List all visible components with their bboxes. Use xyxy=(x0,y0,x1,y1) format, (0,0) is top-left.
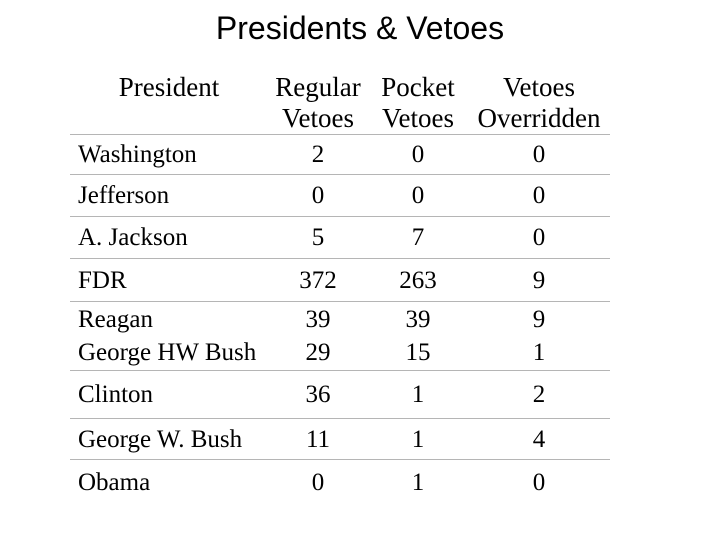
cell-vetoes-overridden: 0 xyxy=(532,141,546,168)
table-header: President Regular Vetoes Pocket Vetoes V… xyxy=(70,70,610,135)
cell-president: Washington xyxy=(78,141,197,168)
cell-regular-vetoes: 0 xyxy=(311,182,325,209)
cell-regular-vetoes: 0 xyxy=(311,468,325,496)
cell-regular-vetoes: 39 29 xyxy=(305,306,331,366)
cell-president: Jefferson xyxy=(78,182,170,209)
column-header-pocket-vetoes: Pocket Vetoes xyxy=(381,72,455,133)
cell-pocket-vetoes: 1 xyxy=(411,381,425,408)
cell-pocket-vetoes: 263 xyxy=(399,266,437,294)
cell-vetoes-overridden: 9 1 xyxy=(532,306,546,366)
header-row: President Regular Vetoes Pocket Vetoes V… xyxy=(70,70,610,135)
cell-president: Obama xyxy=(78,468,151,496)
table-row: A. Jackson 5 7 0 xyxy=(70,217,610,259)
cell-vetoes-overridden: 0 xyxy=(532,468,546,496)
cell-president: Clinton xyxy=(78,381,154,408)
column-header-regular-vetoes: Regular Vetoes xyxy=(275,72,361,133)
table-row-merged-reagan-ghwbush: Reagan George HW Bush 39 29 39 15 9 1 xyxy=(70,302,610,371)
cell-regular-vetoes: 372 xyxy=(299,266,337,294)
cell-pocket-vetoes: 39 15 xyxy=(405,306,431,366)
table-body: Washington 2 0 0 Jefferson 0 0 0 A. Jack… xyxy=(70,135,610,505)
table-row: George W. Bush 11 1 4 xyxy=(70,419,610,460)
cell-regular-vetoes: 36 xyxy=(305,381,331,408)
cell-president: A. Jackson xyxy=(78,224,188,251)
slide-title: Presidents & Vetoes xyxy=(215,10,505,46)
cell-president: George W. Bush xyxy=(78,425,243,453)
cell-president: Reagan George HW Bush xyxy=(78,306,257,366)
cell-vetoes-overridden: 0 xyxy=(532,182,546,209)
presidents-vetoes-table: President Regular Vetoes Pocket Vetoes V… xyxy=(70,70,610,505)
cell-president: FDR xyxy=(78,266,127,294)
table-row: FDR 372 263 9 xyxy=(70,259,610,302)
column-header-president: President xyxy=(118,72,220,102)
table-row: Obama 0 1 0 xyxy=(70,460,610,505)
table-row: Washington 2 0 0 xyxy=(70,135,610,175)
column-header-vetoes-overridden: Vetoes Overridden xyxy=(477,72,601,133)
cell-regular-vetoes: 2 xyxy=(311,141,325,168)
cell-pocket-vetoes: 0 xyxy=(411,182,425,209)
cell-vetoes-overridden: 0 xyxy=(532,224,546,251)
cell-vetoes-overridden: 2 xyxy=(532,381,546,408)
cell-pocket-vetoes: 1 xyxy=(411,425,425,453)
cell-regular-vetoes: 11 xyxy=(305,425,331,453)
cell-pocket-vetoes: 0 xyxy=(411,141,425,168)
table-row: Clinton 36 1 2 xyxy=(70,371,610,419)
cell-vetoes-overridden: 4 xyxy=(532,425,546,453)
table-row: Jefferson 0 0 0 xyxy=(70,175,610,217)
cell-regular-vetoes: 5 xyxy=(311,224,325,251)
cell-vetoes-overridden: 9 xyxy=(532,266,546,294)
cell-pocket-vetoes: 7 xyxy=(411,224,425,251)
cell-pocket-vetoes: 1 xyxy=(411,468,425,496)
